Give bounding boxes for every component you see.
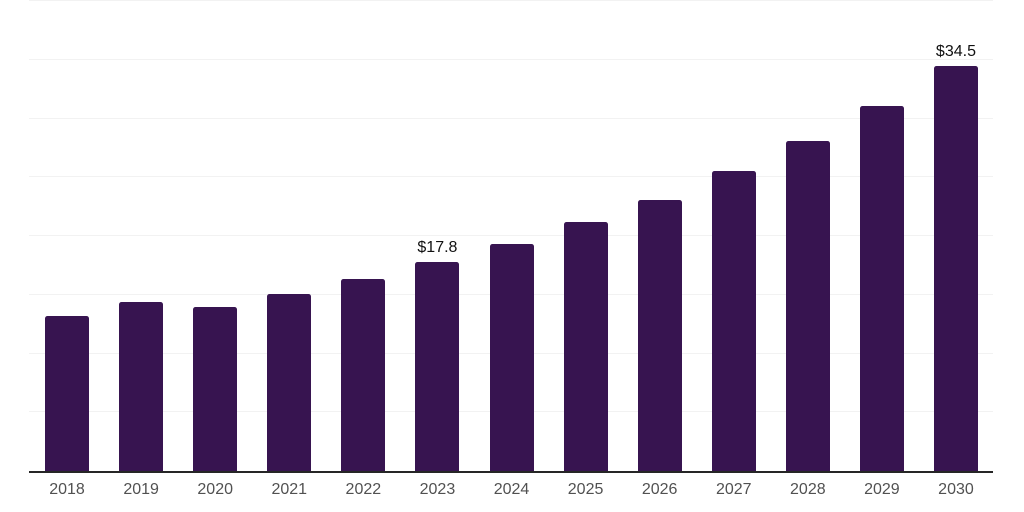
x-tick-2026: 2026 bbox=[641, 481, 678, 498]
x-tick-2025: 2025 bbox=[567, 481, 604, 498]
x-tick-2019: 2019 bbox=[123, 481, 159, 498]
x-tick-2030: 2030 bbox=[938, 481, 974, 498]
x-tick-2029: 2029 bbox=[864, 481, 900, 498]
bar-2029 bbox=[859, 105, 904, 471]
x-tick-2023: 2023 bbox=[419, 481, 456, 498]
x-axis-labels: 2018 2019 2020 2021 2022 2023 2024 2025 2026 2027… bbox=[30, 480, 993, 500]
bar-2024 bbox=[489, 244, 534, 471]
gridline-20 bbox=[29, 235, 993, 236]
bar-2030 bbox=[933, 65, 978, 471]
x-axis-line bbox=[29, 471, 993, 473]
gridline-30 bbox=[29, 117, 993, 119]
gridline-40 bbox=[29, 0, 993, 1]
bar-2026 bbox=[637, 199, 682, 471]
data-label-2023: $17.8 bbox=[417, 239, 458, 257]
x-tick-2028: 2028 bbox=[790, 481, 826, 498]
x-tick-2024: 2024 bbox=[493, 481, 530, 498]
bar-2022 bbox=[341, 279, 386, 471]
x-tick-2022: 2022 bbox=[345, 481, 382, 498]
bar-2021 bbox=[267, 293, 312, 471]
gridline-35 bbox=[29, 58, 993, 60]
bar-2019 bbox=[119, 301, 164, 471]
bar-2025 bbox=[563, 221, 608, 471]
bar-2018 bbox=[45, 315, 90, 471]
bar-2023 bbox=[415, 261, 460, 471]
bar-2027 bbox=[711, 171, 756, 471]
data-label-2030: $34.5 bbox=[935, 43, 976, 61]
plot-area: $17.8 $34.5 bbox=[29, 0, 993, 473]
x-tick-2020: 2020 bbox=[197, 481, 233, 498]
x-tick-2018: 2018 bbox=[49, 481, 85, 498]
gridline-25 bbox=[29, 176, 993, 178]
x-tick-2027: 2027 bbox=[715, 481, 752, 498]
x-tick-2021: 2021 bbox=[271, 481, 308, 498]
bar-2028 bbox=[785, 140, 830, 471]
bar-2020 bbox=[193, 306, 238, 471]
